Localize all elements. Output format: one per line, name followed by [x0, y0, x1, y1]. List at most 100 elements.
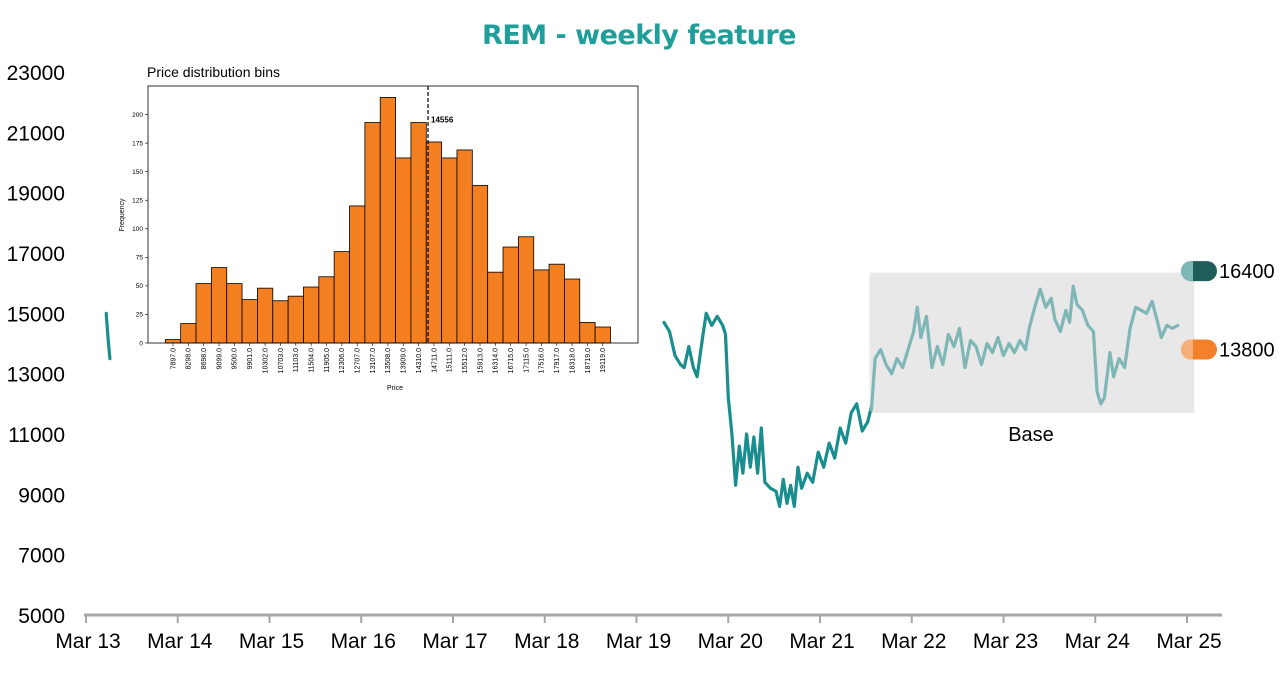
- x-tick-label: Mar 13: [55, 630, 120, 653]
- series-price-main: [662, 311, 873, 508]
- inset-x-tick-label: 11504.0: [308, 348, 315, 373]
- inset-title: Price distribution bins: [147, 64, 280, 80]
- y-tick-label: 15000: [7, 303, 65, 326]
- base-region-label: Base: [1008, 424, 1054, 446]
- series-base-line: [869, 284, 1180, 412]
- histogram-bar: [257, 287, 274, 344]
- x-tick-label: Mar 14: [147, 630, 213, 653]
- histogram-bar: [487, 271, 504, 344]
- inset-y-tick-label: 150: [132, 169, 143, 176]
- inset-x-tick-label: 13909.0: [401, 348, 408, 373]
- badge-low-cap: [1181, 339, 1193, 360]
- inset-y-tick-label: 50: [136, 283, 144, 290]
- inset-y-tick-label: 200: [132, 112, 143, 119]
- inset-xlabel: Price: [387, 385, 403, 392]
- price-badges: 16400 13800: [1181, 261, 1275, 362]
- inset-x-tick-label: 9901.0: [247, 348, 254, 370]
- histogram-bar: [226, 283, 243, 344]
- inset-x-tick-label: 10302.0: [262, 348, 269, 373]
- y-tick-label: 23000: [7, 62, 65, 85]
- inset-x-tick-label: 16715.0: [508, 348, 515, 373]
- histogram-bar: [502, 246, 519, 344]
- inset-x-tick-label: 11905.0: [324, 348, 331, 373]
- y-tick-label: 13000: [7, 364, 65, 387]
- inset-x-tick-label: 8298.0: [186, 348, 193, 370]
- price-series: [104, 284, 1180, 508]
- y-tick-label: 9000: [18, 484, 65, 507]
- y-tick-label: 5000: [18, 605, 65, 628]
- histogram-bar: [594, 326, 611, 344]
- inset-y-tick-label: 125: [132, 198, 143, 205]
- inset-x-tick-label: 15913.0: [477, 348, 484, 373]
- histogram-bar: [318, 276, 335, 344]
- histogram-bar: [195, 283, 212, 344]
- x-axis-ticks: Mar 13 Mar 14 Mar 15 Mar 16 Mar 17 Mar 18 Mar …: [55, 615, 1222, 653]
- inset-x-tick-label: 12306.0: [339, 348, 346, 373]
- inset-x-tick-label: 14310.0: [416, 348, 423, 373]
- x-tick-label: Mar 18: [514, 630, 579, 653]
- histogram-bar: [395, 157, 412, 344]
- x-tick-label: Mar 15: [239, 630, 304, 653]
- inset-x-tick-label: 15512.0: [462, 348, 469, 373]
- histogram-bar: [471, 184, 489, 344]
- histogram-bar: [379, 97, 396, 344]
- inset-bars: [164, 97, 611, 344]
- histogram-bar: [456, 149, 473, 344]
- x-tick-label: Mar 17: [422, 630, 487, 653]
- histogram-bar: [164, 339, 182, 344]
- histogram-bar: [180, 323, 197, 344]
- histogram-bar: [517, 236, 535, 344]
- inset-y-tick-label: 100: [132, 226, 143, 233]
- y-axis-ticks: 5000 7000 9000 11000 13000 15000 17000 19000 210…: [7, 62, 65, 628]
- y-tick-label: 21000: [7, 122, 65, 145]
- histogram-bar: [241, 299, 258, 344]
- x-tick-label: Mar 24: [1065, 630, 1131, 653]
- inset-x-tick-label: 15111.0: [447, 348, 454, 372]
- histogram-bar: [533, 269, 550, 344]
- inset-x-tick-label: 18318.0: [569, 348, 576, 373]
- histogram-bar: [410, 122, 427, 344]
- inset-y-tick-label: 175: [132, 140, 143, 147]
- histogram-bar: [548, 263, 565, 344]
- histogram-bar: [364, 122, 381, 344]
- inset-histogram: Price distribution bins Price Frequency …: [119, 64, 639, 392]
- inset-x-tick-label: 11103.0: [293, 348, 300, 372]
- histogram-bar: [287, 295, 304, 344]
- inset-y-ticks: 0 25 50 75 100 125 150 175 200: [132, 112, 148, 347]
- x-tick-label: Mar 22: [881, 630, 946, 653]
- x-tick-label: Mar 21: [789, 630, 854, 653]
- inset-x-tick-label: 17115.0: [523, 348, 530, 373]
- badge-high-label: 16400: [1219, 261, 1275, 283]
- inset-x-tick-label: 13107.0: [370, 348, 377, 373]
- inset-x-tick-label: 8698.0: [201, 348, 208, 370]
- histogram-bar: [441, 157, 458, 344]
- x-tick-label: Mar 25: [1156, 630, 1221, 653]
- base-region-box: [869, 272, 1195, 413]
- histogram-bar: [349, 205, 366, 344]
- y-tick-label: 11000: [8, 424, 65, 447]
- inset-x-tick-label: 13508.0: [385, 348, 392, 373]
- inset-x-tick-label: 17917.0: [554, 348, 561, 373]
- inset-marker-label: 14556: [431, 116, 454, 125]
- badge-low-label: 13800: [1219, 340, 1275, 362]
- histogram-bar: [303, 286, 320, 344]
- x-tick-label: Mar 23: [973, 630, 1038, 653]
- histogram-bar: [564, 278, 581, 344]
- inset-frame: [147, 85, 639, 344]
- x-tick-label: Mar 19: [606, 630, 671, 653]
- histogram-bar: [272, 300, 289, 344]
- y-tick-label: 19000: [7, 183, 65, 206]
- inset-x-ticks: 7897.0 8298.0 8698.0 9099.0 9500.0 9901.0 1030…: [170, 343, 607, 373]
- inset-y-tick-label: 25: [136, 312, 144, 319]
- inset-x-tick-label: 17516.0: [539, 348, 546, 373]
- base-region: [869, 272, 1195, 413]
- inset-x-tick-label: 14711.0: [431, 348, 438, 373]
- inset-x-tick-label: 18719.0: [585, 348, 592, 373]
- inset-y-tick-label: 75: [136, 255, 144, 262]
- x-tick-label: Mar 20: [698, 630, 763, 653]
- histogram-bar: [579, 322, 596, 344]
- histogram-bar: [210, 267, 228, 344]
- inset-x-tick-label: 7897.0: [170, 348, 177, 370]
- y-tick-label: 7000: [18, 545, 65, 568]
